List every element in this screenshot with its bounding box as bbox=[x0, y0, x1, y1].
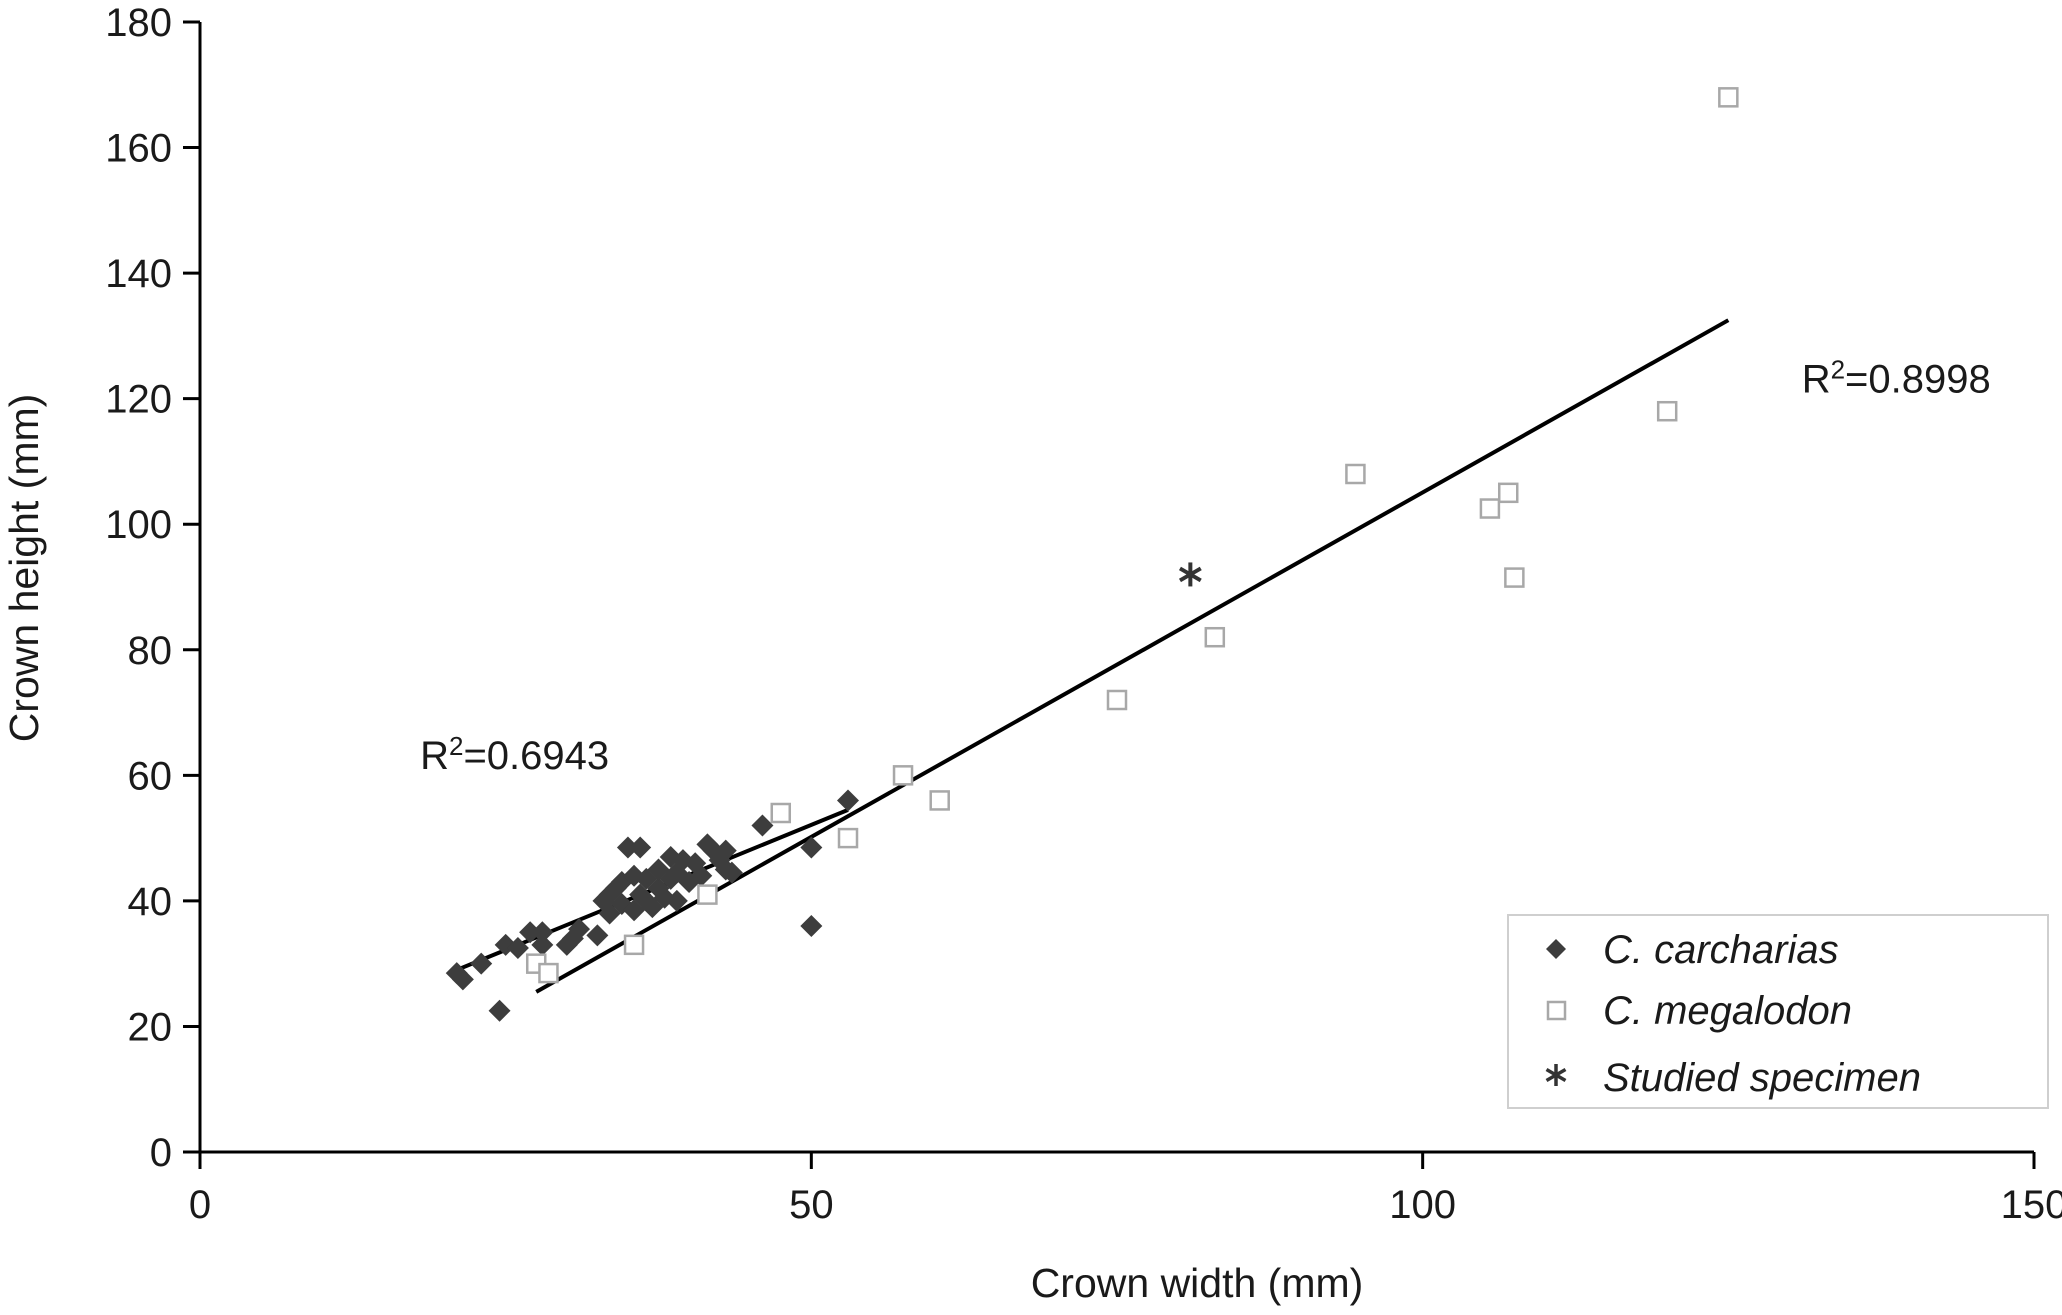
legend-item-carcharias: C. carcharias bbox=[1546, 928, 1839, 972]
legend-label-carcharias: C. carcharias bbox=[1603, 928, 1839, 972]
megalodon-point bbox=[1498, 482, 1519, 504]
x-tick-label: 150 bbox=[2001, 1183, 2062, 1227]
carcharias-point bbox=[506, 936, 529, 959]
megalodon-point bbox=[1479, 498, 1501, 519]
legend-diamond-icon bbox=[1546, 939, 1566, 959]
y-tick-label: 140 bbox=[105, 252, 172, 296]
data-points bbox=[445, 87, 1739, 1022]
megalodon-point bbox=[837, 827, 859, 849]
y-tick-label: 0 bbox=[150, 1131, 172, 1175]
legend-asterisk-icon bbox=[1545, 1064, 1567, 1086]
carcharias-point bbox=[690, 864, 713, 887]
y-tick-label: 80 bbox=[128, 629, 173, 673]
carcharias-point bbox=[714, 839, 737, 862]
carcharias-point bbox=[837, 789, 860, 812]
megalodon-point bbox=[1504, 567, 1525, 588]
legend-square-icon bbox=[1546, 1000, 1567, 1021]
x-tick-label: 100 bbox=[1389, 1183, 1456, 1227]
y-tick-label: 20 bbox=[128, 1005, 173, 1049]
carcharias-point bbox=[568, 918, 591, 941]
legend-label-megalodon: C. megalodon bbox=[1603, 989, 1852, 1033]
y-tick-label: 60 bbox=[128, 754, 173, 798]
legend: C. carcharias C. megalodon Studied speci… bbox=[1507, 914, 2049, 1109]
megalodon-point bbox=[1204, 626, 1226, 648]
carcharias-point bbox=[629, 836, 652, 859]
r-squared-carcharias: R2=0.6943 bbox=[420, 731, 609, 778]
studied-specimen-point bbox=[1178, 562, 1202, 587]
carcharias-point bbox=[616, 836, 639, 859]
megalodon-point bbox=[770, 802, 792, 824]
carcharias-point bbox=[751, 814, 774, 837]
carcharias-point bbox=[665, 889, 688, 912]
y-tick-label: 160 bbox=[105, 127, 172, 171]
megalodon-point bbox=[929, 790, 950, 811]
carcharias-point bbox=[451, 968, 474, 991]
megalodon-point bbox=[1718, 87, 1739, 108]
y-tick-label: 100 bbox=[105, 503, 172, 547]
megalodon-point bbox=[697, 884, 718, 905]
megalodon-point bbox=[1106, 689, 1128, 711]
legend-item-megalodon: C. megalodon bbox=[1546, 989, 1852, 1033]
legend-item-studied: Studied specimen bbox=[1545, 1056, 1921, 1100]
r-squared-annotations: R2=0.6943 R2=0.8998 bbox=[420, 354, 1991, 778]
axes bbox=[198, 22, 2034, 1154]
x-axis-title: Crown width (mm) bbox=[1031, 1260, 1364, 1306]
y-axis-title: Crown height (mm) bbox=[1, 394, 47, 743]
x-tick-label: 50 bbox=[789, 1183, 834, 1227]
carcharias-point bbox=[531, 921, 554, 944]
y-tick-label: 120 bbox=[105, 378, 172, 422]
x-tick-label: 0 bbox=[189, 1183, 211, 1227]
megalodon-point bbox=[1656, 400, 1678, 422]
y-ticks: 0 20 40 60 80 100 120 140 160 180 bbox=[105, 1, 200, 1175]
carcharias-point bbox=[800, 836, 823, 859]
carcharias-point bbox=[531, 933, 554, 956]
megalodon-point bbox=[892, 765, 914, 786]
r-squared-megalodon: R2=0.8998 bbox=[1802, 354, 1991, 401]
legend-label-studied: Studied specimen bbox=[1603, 1056, 1921, 1100]
carcharias-point bbox=[519, 921, 542, 944]
carcharias-point bbox=[494, 933, 517, 956]
y-tick-label: 40 bbox=[128, 880, 173, 924]
megalodon-point bbox=[623, 934, 645, 956]
carcharias-point bbox=[800, 915, 823, 937]
x-ticks: 0 50 100 150 bbox=[189, 1152, 2062, 1227]
carcharias-point bbox=[586, 924, 609, 947]
carcharias-point bbox=[720, 861, 743, 884]
megalodon-point bbox=[538, 962, 559, 984]
y-tick-label: 180 bbox=[105, 1, 172, 45]
megalodon-point bbox=[1345, 463, 1366, 485]
legend-box bbox=[1507, 914, 2049, 1109]
carcharias-point bbox=[470, 952, 493, 975]
carcharias-point bbox=[488, 999, 511, 1022]
